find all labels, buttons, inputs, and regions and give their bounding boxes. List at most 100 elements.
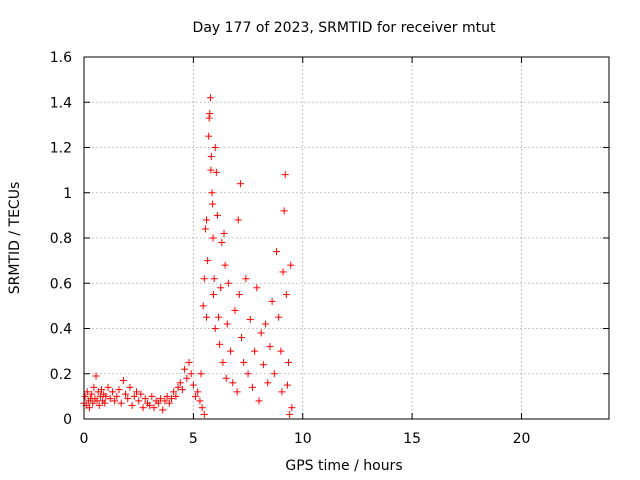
x-tick-label: 20	[513, 431, 531, 447]
data-point	[146, 401, 154, 409]
data-point	[288, 404, 296, 412]
data-point	[115, 386, 123, 394]
data-point	[206, 110, 214, 118]
y-tick-label: 1.6	[50, 50, 72, 66]
data-point	[117, 399, 125, 407]
data-point	[119, 377, 127, 385]
data-point	[168, 395, 175, 403]
data-point	[216, 340, 224, 348]
data-point	[217, 284, 225, 292]
data-point	[233, 388, 241, 396]
data-point	[159, 406, 167, 414]
data-point	[200, 275, 208, 283]
data-point	[286, 410, 294, 418]
data-point	[106, 395, 114, 403]
data-point	[244, 370, 252, 378]
data-point	[220, 229, 228, 237]
tick-labels: 0 5 10 15 20 0 0.2 0.4 0.6 0.8 1 1.2 1.4 1.6	[50, 50, 531, 447]
grid-lines	[84, 57, 609, 419]
data-point	[113, 392, 121, 400]
data-point	[174, 383, 182, 391]
y-tick-label: 0.4	[50, 322, 72, 338]
data-point	[234, 216, 242, 224]
data-point	[206, 94, 214, 102]
data-point	[194, 388, 202, 396]
data-point	[126, 383, 134, 391]
data-point	[130, 392, 138, 400]
data-point	[270, 370, 278, 378]
x-axis-label: GPS time / hours	[285, 458, 402, 474]
data-point	[287, 261, 295, 269]
data-point	[255, 397, 263, 405]
data-point	[222, 374, 230, 382]
data-point	[88, 390, 96, 398]
data-point	[257, 329, 265, 337]
data-point	[192, 392, 200, 400]
data-point	[185, 358, 193, 366]
data-point	[209, 234, 217, 242]
data-point	[238, 334, 245, 342]
data-point	[268, 297, 276, 305]
axis-ticks	[83, 56, 609, 420]
data-point	[240, 358, 248, 366]
data-point	[279, 268, 287, 276]
y-tick-label: 1.2	[50, 141, 72, 157]
data-point	[92, 372, 100, 380]
data-point	[102, 392, 110, 400]
data-point	[278, 388, 286, 396]
data-point	[201, 225, 209, 233]
data-point	[231, 306, 239, 314]
data-point	[227, 347, 235, 355]
data-point	[128, 401, 136, 409]
chart-title: Day 177 of 2023, SRMTID for receiver mtu…	[193, 20, 496, 36]
data-point	[236, 180, 244, 188]
data-point	[172, 392, 180, 400]
data-point	[282, 291, 290, 299]
data-point	[207, 153, 215, 161]
data-point	[266, 343, 274, 351]
data-point	[218, 239, 226, 247]
data-point	[178, 386, 186, 394]
data-point	[154, 399, 162, 407]
data-point	[212, 168, 220, 176]
data-point	[157, 395, 165, 403]
data-point	[111, 397, 119, 405]
data-point	[204, 257, 212, 265]
y-tick-label: 0	[63, 412, 72, 428]
data-point	[141, 395, 149, 403]
plot-frame	[83, 56, 610, 420]
data-point	[198, 404, 206, 412]
data-point	[203, 313, 210, 321]
data-point	[229, 379, 237, 387]
data-point	[262, 320, 270, 328]
data-point	[209, 200, 217, 208]
data-point	[223, 320, 231, 328]
y-tick-label: 0.2	[50, 367, 72, 383]
data-point	[83, 388, 91, 396]
data-point	[187, 370, 195, 378]
data-point	[197, 370, 205, 378]
data-point	[221, 261, 229, 269]
data-point	[101, 399, 109, 407]
data-point	[163, 392, 171, 400]
data-point	[104, 383, 112, 391]
data-point	[213, 211, 221, 219]
data-point	[253, 284, 261, 292]
data-point	[165, 399, 173, 407]
data-point	[210, 291, 217, 299]
data-point	[205, 132, 213, 140]
data-point	[283, 381, 291, 389]
data-point	[211, 325, 219, 332]
data-point	[161, 397, 169, 405]
y-tick-label: 1.4	[50, 95, 72, 111]
data-point	[137, 390, 145, 398]
data-point	[139, 404, 147, 412]
data-point	[259, 361, 267, 369]
data-point	[248, 383, 256, 391]
y-tick-label: 0.8	[50, 231, 72, 247]
data-points	[80, 94, 296, 418]
data-point	[183, 374, 191, 382]
data-point	[224, 279, 232, 287]
data-point	[81, 392, 89, 400]
